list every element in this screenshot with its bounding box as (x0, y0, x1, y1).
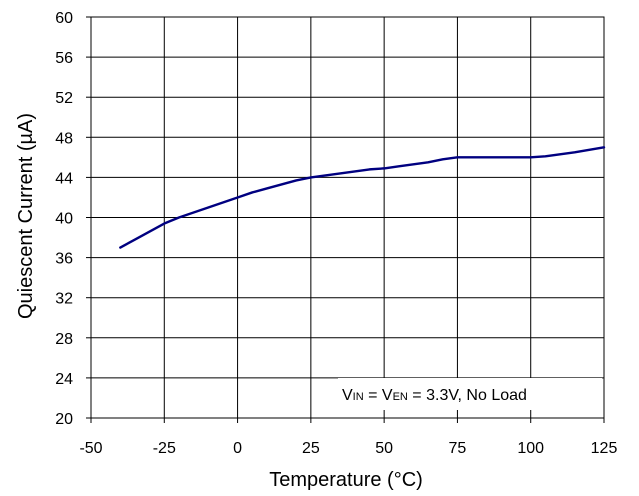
x-tick-labels: -50 -25 0 25 50 75 100 125 (79, 440, 617, 457)
y-tick-label: 32 (55, 291, 73, 308)
x-tick-label: 125 (591, 440, 618, 457)
y-tick-label: 56 (55, 50, 73, 67)
y-tick-label: 28 (55, 331, 73, 348)
annotation-box (338, 378, 602, 410)
x-tick-label: -25 (153, 440, 176, 457)
x-tick-label: 100 (517, 440, 544, 457)
y-tick-label: 40 (55, 211, 73, 228)
series-layer (119, 146, 606, 249)
annotation-v1: V (342, 387, 353, 404)
y-axis-title: Quiescent Current (µA) (15, 113, 37, 319)
x-tick-label: 75 (449, 440, 467, 457)
x-tick-label: 50 (375, 440, 393, 457)
annotation-v2-subscript: EN (393, 391, 408, 403)
x-tick-label: 25 (302, 440, 320, 457)
y-tick-label: 52 (55, 90, 73, 107)
x-axis-title: Temperature (°C) (269, 469, 423, 491)
annotation-rest: = 3.3V, No Load (408, 387, 527, 404)
y-tick-label: 44 (55, 170, 73, 187)
x-tick-label: 0 (233, 440, 242, 457)
y-tick-label: 24 (55, 371, 73, 388)
annotation-eq1: = V (364, 387, 393, 404)
y-tick-label: 20 (55, 411, 73, 428)
plot-frame (90, 16, 605, 419)
annotation: VIN = VEN = 3.3V, No Load (342, 387, 527, 404)
y-tick-labels: 20 24 28 32 36 40 44 48 52 56 60 (55, 10, 73, 428)
annotation-v1-subscript: IN (353, 391, 364, 403)
y-tick-label: 48 (55, 130, 73, 147)
y-tick-label: 60 (55, 10, 73, 27)
y-tick-label: 36 (55, 251, 73, 268)
series-line (119, 146, 606, 249)
grid (86, 16, 605, 423)
x-tick-label: -50 (79, 440, 102, 457)
